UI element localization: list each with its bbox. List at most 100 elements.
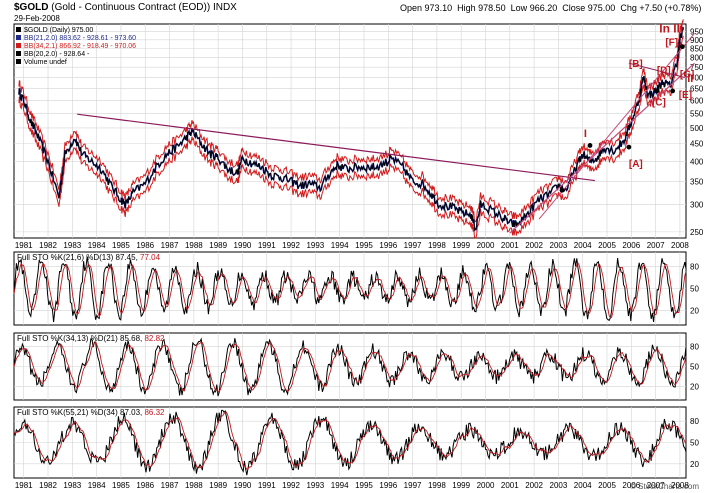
sto3-k-line xyxy=(13,409,687,476)
price-y-tick-label: 300 xyxy=(690,201,704,210)
bottom-x-tick-label: 1986 xyxy=(136,481,154,490)
x-tick-label: 1998 xyxy=(428,241,446,250)
x-tick-label: 2003 xyxy=(550,241,568,250)
legend-swatch xyxy=(16,59,21,64)
sto3-k-value: 87.03, xyxy=(120,408,144,417)
x-tick-label: 2008 xyxy=(671,241,689,250)
triangle-upper-line xyxy=(628,62,685,78)
x-tick-label: 1988 xyxy=(185,241,203,250)
sto2-y-tick-label: 50 xyxy=(690,363,699,372)
price-line xyxy=(18,27,684,231)
price-y-tick-label: 550 xyxy=(690,110,704,119)
bottom-x-tick-label: 2000 xyxy=(477,481,495,490)
bottom-x-tick-label: 1985 xyxy=(112,481,130,490)
x-tick-label: 1984 xyxy=(88,241,106,250)
x-tick-label: 1993 xyxy=(306,241,324,250)
uptrend-channel-lower xyxy=(509,62,695,234)
bottom-x-tick-label: 1990 xyxy=(234,481,252,490)
wave-label-ii: II xyxy=(687,73,693,85)
bottom-x-tick-label: 1983 xyxy=(63,481,81,490)
price-y-tick-label: 450 xyxy=(690,140,704,149)
bollinger-lower-band xyxy=(18,35,684,240)
x-tick-label: 2002 xyxy=(525,241,543,250)
sto2-y-tick-label: 80 xyxy=(690,342,699,351)
wave-label-a: [A] xyxy=(629,159,643,170)
high-label: High xyxy=(457,3,476,13)
wave-label-e: [E] xyxy=(679,90,692,101)
x-tick-label: 2000 xyxy=(477,241,495,250)
price-y-tick-label: 400 xyxy=(690,157,704,166)
legend-swatch xyxy=(16,27,21,32)
wave-label-c: [C] xyxy=(652,98,666,109)
sto2-y-tick-label: 20 xyxy=(690,383,699,392)
sto3-y-tick-label: 20 xyxy=(690,460,699,469)
low-label: Low xyxy=(510,3,528,13)
sto3-d-line xyxy=(13,411,687,470)
ohlc-readout: Open 973.10 High 978.50 Low 966.20 Close… xyxy=(400,3,701,13)
x-tick-label: 1989 xyxy=(209,241,227,250)
x-tick-label: 1982 xyxy=(39,241,57,250)
bottom-x-tick-label: 1984 xyxy=(88,481,106,490)
price-y-tick-label: 600 xyxy=(690,97,704,106)
symbol: $GOLD xyxy=(14,2,49,13)
wave-point-marker xyxy=(587,143,593,148)
sto1-y-tick-label: 20 xyxy=(690,306,699,315)
sto2-d-value: 82.82 xyxy=(144,334,165,343)
price-y-tick-label: 800 xyxy=(690,53,704,62)
low-value: 966.20 xyxy=(529,3,558,13)
x-tick-label: 1981 xyxy=(15,241,33,250)
bottom-x-tick-label: 1989 xyxy=(209,481,227,490)
sto3-y-tick-label: 50 xyxy=(690,439,699,448)
wave-label-in-iii: In III xyxy=(659,21,683,35)
x-tick-label: 1985 xyxy=(112,241,130,250)
price-y-tick-label: 250 xyxy=(690,228,704,237)
legend-swatch xyxy=(16,43,21,48)
high-value: 978.50 xyxy=(478,3,506,13)
bottom-x-tick-label: 2008 xyxy=(671,481,689,490)
price-y-tick-label: 900 xyxy=(690,36,704,45)
sto3-y-tick-label: 80 xyxy=(690,417,699,426)
bottom-x-tick-label: 1988 xyxy=(185,481,203,490)
bottom-x-tick-label: 1993 xyxy=(306,481,324,490)
x-tick-label: 1990 xyxy=(234,241,252,250)
x-tick-label: 2005 xyxy=(598,241,616,250)
bottom-x-tick-label: 1987 xyxy=(161,481,179,490)
wave-point-marker xyxy=(679,44,685,50)
bottom-x-tick-label: 2004 xyxy=(574,481,592,490)
sto1-title: Full STO %K(21,6) %D(13) 87.45, 77.04 xyxy=(17,253,161,262)
sto3-d-value: 86.32 xyxy=(144,408,165,417)
long-term-resistance-trendline xyxy=(77,113,595,182)
legend-entry: $GOLD (Daily) 975.00 xyxy=(24,27,93,34)
x-tick-label: 1997 xyxy=(404,241,422,250)
price-y-tick-label: 850 xyxy=(690,44,704,53)
x-tick-label: 2001 xyxy=(501,241,519,250)
bottom-x-tick-label: 1982 xyxy=(39,481,57,490)
wave-label-b: [B] xyxy=(629,59,643,70)
wave-label-i: I xyxy=(584,128,587,140)
legend-entry: Volume undef xyxy=(24,59,67,66)
legend-swatch xyxy=(16,51,21,56)
sto1-d-line xyxy=(13,261,687,319)
close-label: Close xyxy=(562,3,586,13)
legend-entry: BB(34,2.1) 866.92 - 918.49 - 970.06 xyxy=(24,43,136,50)
bottom-x-tick-label: 2006 xyxy=(622,481,640,490)
wave-label-d: [D] xyxy=(657,65,671,76)
chg-value: +7.50 (+0.78%) xyxy=(639,3,702,13)
x-tick-label: 1994 xyxy=(331,241,349,250)
sto1-k-value: 87.45, xyxy=(116,253,140,262)
sto2-d-line xyxy=(13,341,687,393)
bottom-x-tick-label: 1981 xyxy=(15,481,33,490)
price-y-tick-label: 500 xyxy=(690,124,704,133)
x-tick-label: 2007 xyxy=(647,241,665,250)
sto1-y-tick-label: 80 xyxy=(690,263,699,272)
close-value: 975.00 xyxy=(587,3,616,13)
x-tick-label: 1999 xyxy=(452,241,470,250)
price-y-tick-label: 950 xyxy=(690,28,704,37)
sto1-y-tick-label: 50 xyxy=(690,285,699,294)
legend-entry: BB(20,2.0) - 928.64 - xyxy=(24,51,90,58)
legend-swatch xyxy=(16,35,21,40)
price-y-tick-label: 750 xyxy=(690,63,704,72)
chg-label: Chg xyxy=(620,3,637,13)
bottom-x-tick-label: 1994 xyxy=(331,481,349,490)
bottom-x-tick-label: 1997 xyxy=(404,481,422,490)
